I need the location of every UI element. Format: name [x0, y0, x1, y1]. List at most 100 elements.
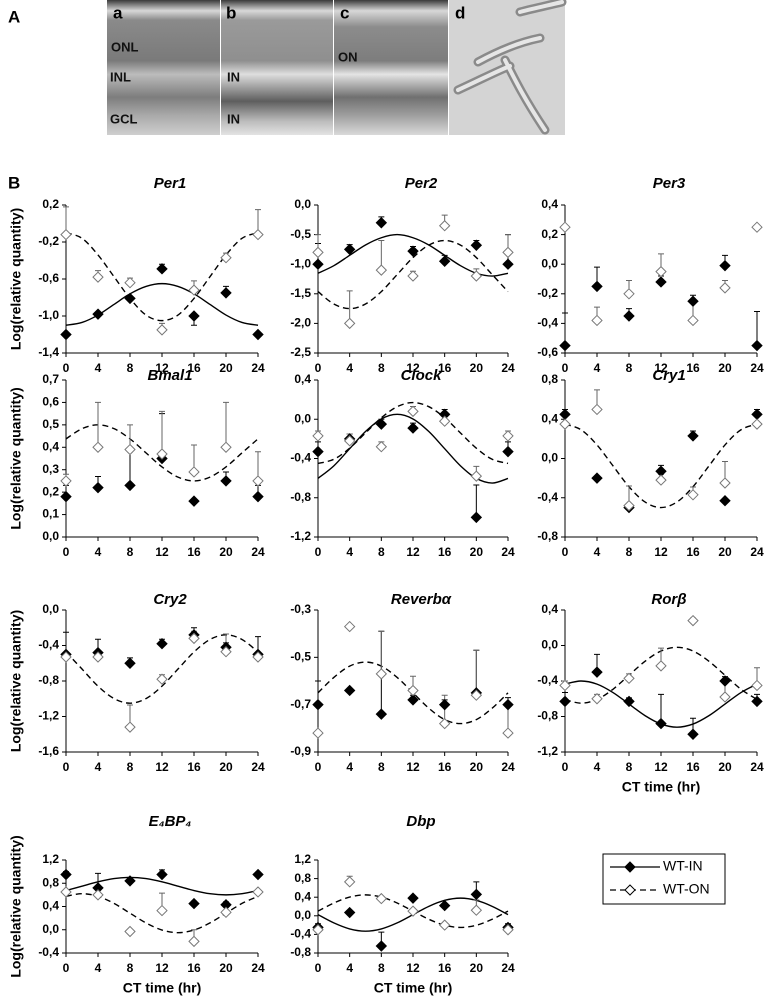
data-point — [252, 490, 264, 503]
data-point — [438, 919, 451, 931]
y-tick-label: 0,0 — [294, 908, 311, 922]
y-tick-label: 0,2 — [42, 484, 59, 498]
fit-curve — [317, 661, 509, 725]
data-point — [559, 339, 571, 352]
panel-label: A — [8, 7, 20, 26]
x-tick-label: 4 — [95, 760, 102, 774]
y-tick-label: -0,8 — [290, 945, 311, 959]
data-point — [343, 243, 356, 256]
data-point — [407, 892, 419, 904]
data-point — [687, 489, 699, 501]
data-point — [188, 284, 200, 296]
x-tick-label: 4 — [346, 760, 353, 774]
y-tick-label: 0,6 — [42, 395, 59, 409]
x-tick-label: 8 — [378, 760, 385, 774]
legend-marker — [624, 884, 636, 896]
x-tick-label: 20 — [718, 545, 732, 559]
x-tick-label: 16 — [686, 760, 700, 774]
data-point — [623, 288, 635, 300]
x-tick-label: 24 — [750, 760, 764, 774]
data-point — [407, 270, 419, 282]
micrograph — [107, 0, 220, 135]
chart-title: Dbp — [406, 813, 435, 830]
data-point — [343, 876, 356, 888]
x-axis-label: CT time (hr) — [374, 980, 453, 996]
legend-label: WT-IN — [663, 858, 703, 874]
chart: Cry2 -1,6 -1,2 -0,8 -0,4 0,0 0 4 8 12 16 20 24 Log(re… — [8, 591, 265, 774]
chart: Rorβ -1,2 -0,8 -0,4 0,0 0,4 0 4 8 12 16 20 24 CT time… — [537, 591, 764, 795]
y-tick-label: 0,8 — [294, 871, 311, 885]
data-point — [60, 228, 72, 241]
x-tick-label: 16 — [187, 361, 201, 375]
chart-title: E₄BP₄ — [149, 813, 192, 830]
data-point — [623, 499, 635, 512]
x-tick-label: 24 — [750, 361, 764, 375]
y-tick-label: 0,8 — [42, 875, 59, 889]
x-tick-label: 16 — [438, 961, 452, 975]
chart: Per1 -1,4 -1,0 -0,6 -0,2 0,2 0 4 8 12 16 20 24 Log(re… — [8, 175, 265, 375]
data-point — [312, 258, 324, 270]
data-point — [220, 906, 232, 919]
x-tick-label: 16 — [686, 361, 700, 375]
legend-box — [602, 853, 726, 905]
legend: WT-IN WT-ON — [602, 853, 726, 905]
y-tick-label: -1,0 — [290, 256, 311, 270]
data-point — [591, 666, 603, 678]
y-tick-label: -0,4 — [290, 927, 311, 941]
x-tick-label: 0 — [562, 545, 569, 559]
fiber-highlight — [456, 0, 564, 132]
data-point — [591, 280, 603, 293]
x-tick-label: 4 — [594, 545, 601, 559]
data-point — [438, 415, 451, 427]
fit-curve — [317, 239, 509, 310]
data-point — [719, 675, 731, 687]
data-point — [559, 221, 571, 233]
layer-label: IN — [227, 69, 240, 84]
x-tick-label: 24 — [251, 961, 265, 975]
x-tick-label: 4 — [594, 760, 601, 774]
data-point — [559, 418, 571, 430]
x-tick-label: 8 — [378, 545, 385, 559]
y-tick-label: -0,8 — [38, 673, 59, 687]
data-point — [375, 217, 388, 229]
data-point — [407, 905, 419, 917]
y-tick-label: 0,4 — [42, 439, 59, 453]
data-point — [751, 695, 763, 708]
x-tick-label: 16 — [438, 545, 452, 559]
x-tick-label: 24 — [251, 760, 265, 774]
data-point — [655, 474, 667, 486]
data-point — [312, 924, 324, 936]
data-point — [188, 310, 200, 322]
data-point — [438, 255, 451, 267]
x-tick-label: 12 — [155, 961, 169, 975]
chart-title: Reverbα — [391, 591, 452, 608]
y-tick-label: 0,4 — [541, 197, 558, 211]
y-tick-label: -0,4 — [38, 945, 59, 959]
x-tick-label: 12 — [406, 361, 420, 375]
y-tick-label: 0,8 — [541, 372, 558, 386]
x-tick-label: 20 — [219, 545, 233, 559]
data-point — [591, 403, 603, 416]
x-tick-label: 12 — [155, 361, 169, 375]
data-point — [375, 441, 388, 453]
y-tick-label: -0,4 — [537, 673, 558, 687]
x-tick-label: 8 — [127, 961, 134, 975]
y-tick-label: 0,0 — [42, 922, 59, 936]
error-bar — [378, 630, 385, 674]
data-point — [220, 475, 232, 487]
x-tick-label: 24 — [501, 361, 515, 375]
x-tick-label: 16 — [187, 961, 201, 975]
y-tick-label: 0,3 — [42, 462, 59, 476]
data-point — [343, 684, 356, 697]
x-tick-label: 8 — [626, 361, 633, 375]
x-tick-label: 20 — [470, 961, 484, 975]
x-tick-label: 4 — [95, 545, 102, 559]
data-point — [92, 441, 104, 453]
data-point — [375, 668, 388, 680]
y-tick-label: 0,1 — [42, 507, 59, 521]
data-point — [343, 317, 356, 330]
x-tick-label: 0 — [315, 361, 322, 375]
data-point — [623, 695, 635, 708]
x-tick-label: 8 — [127, 545, 134, 559]
layer-label: IN — [227, 111, 240, 126]
